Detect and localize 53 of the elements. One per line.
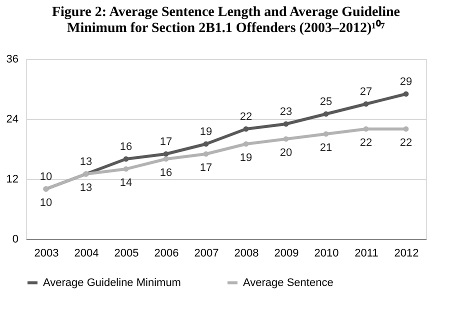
point [363, 126, 369, 132]
point [403, 91, 409, 97]
point [403, 126, 409, 132]
point [243, 126, 249, 132]
x-tick-label: 2008 [234, 248, 259, 260]
x-tick-label: 2006 [154, 248, 179, 260]
data-label: 13 [80, 182, 92, 194]
point [243, 141, 249, 147]
legend-label: Average Guideline Minimum [43, 276, 181, 289]
data-label: 29 [400, 76, 412, 88]
legend-label: Average Sentence [243, 276, 334, 289]
point [123, 166, 129, 172]
data-label: 19 [240, 152, 252, 164]
data-label: 16 [120, 141, 132, 153]
x-tick-label: 2009 [274, 248, 299, 260]
x-tick-label: 2012 [394, 248, 419, 260]
data-label: 23 [280, 106, 292, 118]
point [323, 111, 329, 117]
data-label: 17 [200, 162, 212, 174]
x-tick-label: 2005 [114, 248, 139, 260]
data-label: 27 [360, 86, 372, 98]
data-label: 13 [80, 156, 92, 168]
data-label: 25 [320, 96, 332, 108]
point [363, 101, 369, 107]
data-label: 16 [160, 167, 172, 179]
chart-title: Figure 2: Average Sentence Length and Average Guideline Minimum for Section 2B1.1 Offenders (2003–2012)¹⁰⁷ [52, 5, 400, 36]
y-tick-label: 24 [6, 114, 18, 126]
point [163, 156, 169, 162]
point [203, 141, 209, 147]
data-label: 10 [40, 197, 52, 209]
data-label: 17 [160, 136, 172, 148]
x-tick-label: 2004 [74, 248, 99, 260]
data-label: 22 [400, 137, 412, 149]
data-label: 20 [280, 147, 292, 159]
point [283, 136, 289, 142]
x-tick-label: 2010 [314, 248, 339, 260]
x-tick-label: 2007 [194, 248, 219, 260]
data-label: 22 [360, 137, 372, 149]
y-tick-label: 12 [6, 174, 18, 186]
data-label: 10 [40, 171, 52, 183]
point [323, 131, 329, 137]
y-tick-label: 36 [6, 54, 18, 66]
point [283, 121, 289, 127]
data-label: 21 [320, 142, 332, 154]
point [163, 151, 169, 157]
y-tick-label: 0 [12, 234, 18, 246]
data-label: 14 [120, 177, 132, 189]
x-tick-label: 2003 [34, 248, 59, 260]
point [123, 156, 129, 162]
x-tick-label: 2011 [354, 248, 378, 260]
data-label: 22 [240, 111, 252, 123]
data-label: 19 [200, 126, 212, 138]
point [203, 151, 209, 157]
